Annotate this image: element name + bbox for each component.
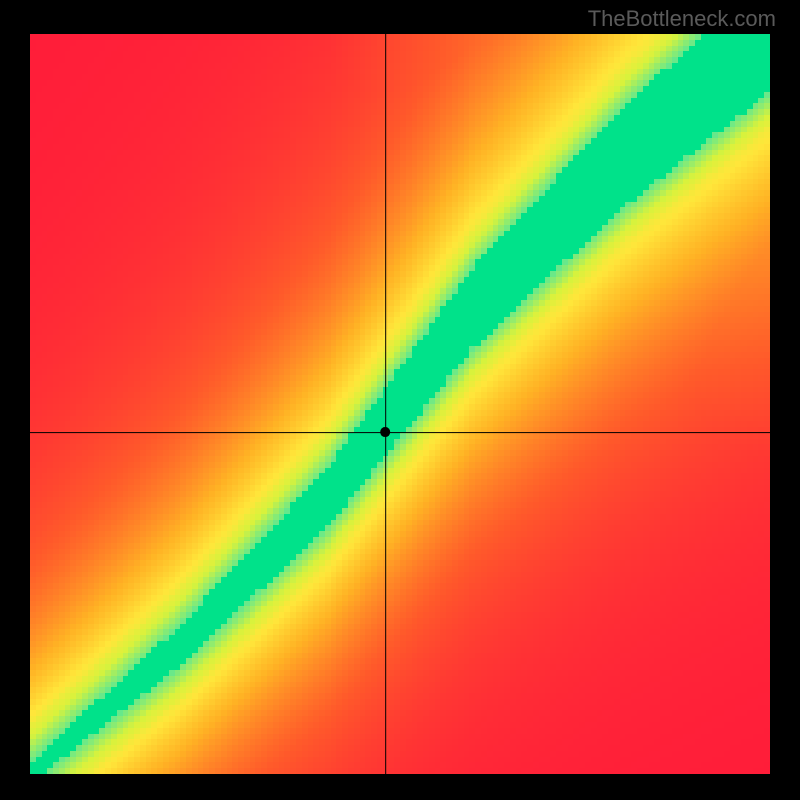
chart-container: TheBottleneck.com bbox=[0, 0, 800, 800]
bottleneck-heatmap bbox=[30, 34, 770, 774]
source-watermark: TheBottleneck.com bbox=[588, 6, 776, 32]
